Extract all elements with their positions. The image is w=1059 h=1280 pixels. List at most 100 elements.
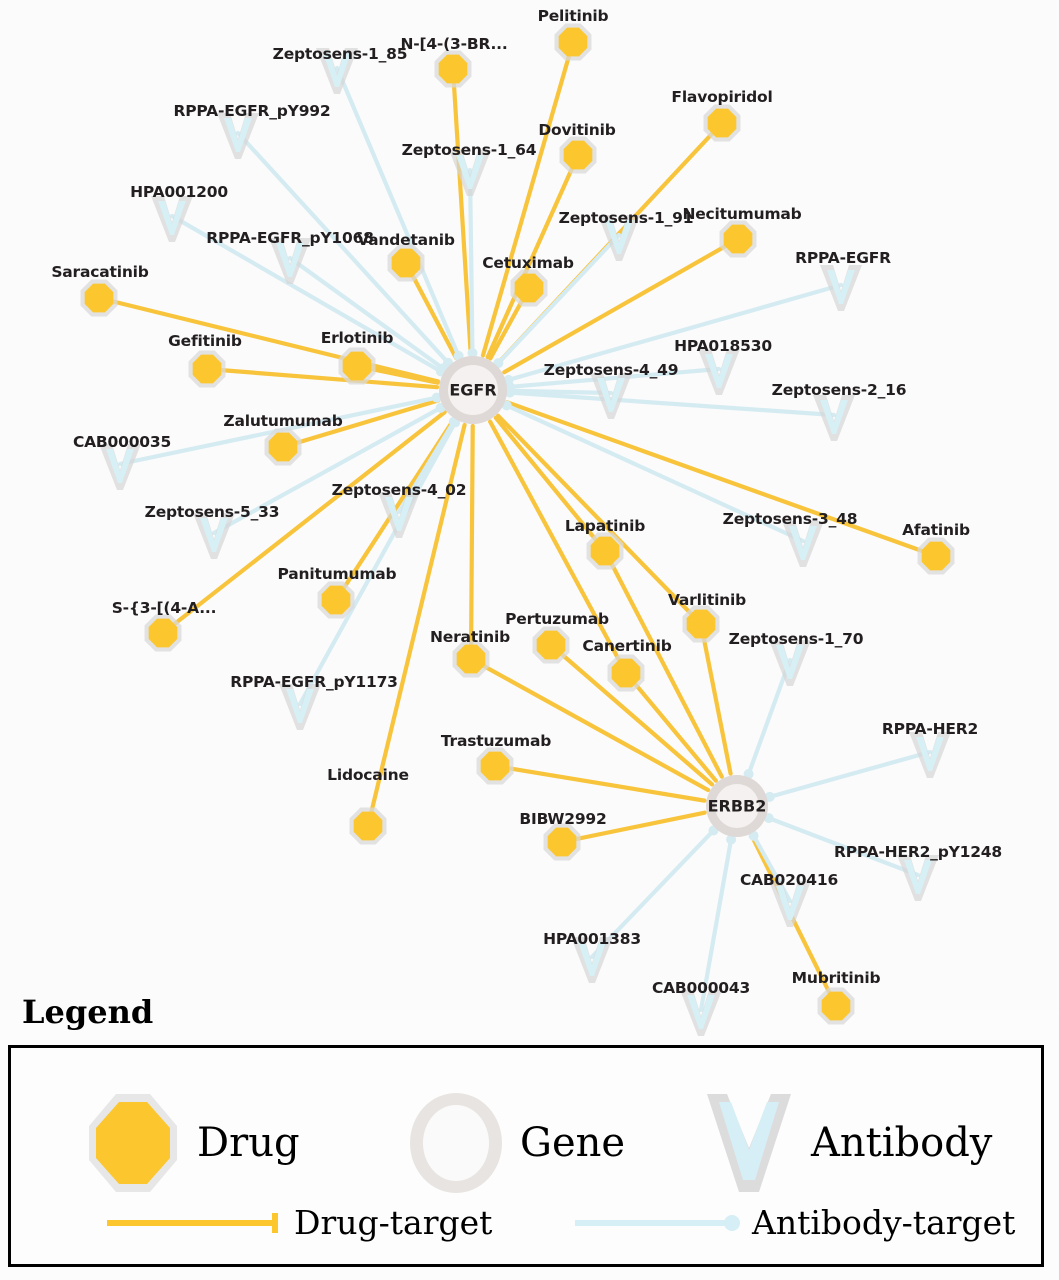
drug-node[interactable] [532, 626, 570, 664]
antibody-node-halo [598, 215, 640, 261]
legend-drug-label: Drug [197, 1120, 300, 1166]
antibody-node[interactable] [698, 349, 740, 395]
antibody-node-shape [605, 220, 633, 254]
drug-node[interactable] [917, 537, 955, 575]
gene-node[interactable] [439, 356, 507, 424]
antibody-node[interactable] [193, 513, 235, 559]
drug-target-edge [468, 656, 711, 793]
antibody-node-halo [449, 150, 491, 196]
legend-shape-drug: Drug [83, 1088, 300, 1198]
drug-target-edge [548, 642, 715, 787]
drug-node[interactable] [338, 347, 376, 385]
antibody-edge-endpoint [504, 387, 515, 398]
drug-target-edge [559, 810, 707, 845]
drug-node-shape [611, 658, 641, 688]
antibody-node[interactable] [782, 521, 824, 567]
antibody-node-halo [316, 48, 358, 94]
drug-node-shape [514, 273, 544, 303]
antibody-node[interactable] [590, 373, 632, 419]
legend-drug-target-label: Drug-target [294, 1203, 493, 1242]
drug-target-edge [488, 419, 629, 676]
antibody-node[interactable] [449, 150, 491, 196]
antibody-node-halo [909, 732, 951, 778]
antibody-edge-endpoint [431, 392, 442, 403]
drug-node-shape [438, 54, 468, 84]
antibody-node-halo [769, 640, 811, 686]
drug-node-shape [821, 991, 851, 1021]
gene-circle-icon [410, 1093, 502, 1193]
antibody-node-shape [276, 243, 304, 277]
drug-node[interactable] [682, 605, 720, 643]
drug-node[interactable] [80, 279, 118, 317]
antibody-node[interactable] [269, 238, 311, 284]
antibody-node-shape [776, 886, 804, 920]
drug-node[interactable] [387, 244, 425, 282]
drug-target-edge [280, 398, 441, 450]
drug-node[interactable] [452, 640, 490, 678]
antibody-target-edge [287, 255, 446, 372]
drug-node[interactable] [719, 220, 757, 258]
drug-node[interactable] [559, 136, 597, 174]
drug-node[interactable] [586, 532, 624, 570]
drug-node-shape [707, 108, 737, 138]
antibody-node[interactable] [897, 855, 939, 901]
antibody-node-shape [904, 860, 932, 894]
drug-node[interactable] [817, 987, 855, 1025]
antibody-node-shape [687, 995, 715, 1029]
antibody-node[interactable] [598, 215, 640, 261]
drug-node[interactable] [349, 807, 387, 845]
drug-node[interactable] [144, 614, 182, 652]
drug-node-shape [321, 585, 351, 615]
antibody-node[interactable] [217, 113, 259, 159]
antibody-node[interactable] [378, 492, 420, 538]
antibody-node-shape [385, 497, 413, 531]
antibody-node-halo [820, 265, 862, 311]
legend-shape-antibody: Antibody [701, 1088, 992, 1198]
antibody-node[interactable] [909, 732, 951, 778]
drug-node[interactable] [543, 823, 581, 861]
antibody-target-edge [506, 366, 722, 390]
legend-shape-gene: Gene [406, 1088, 625, 1198]
drug-target-edge [365, 422, 467, 829]
gene-node[interactable] [706, 775, 768, 837]
drug-node[interactable] [188, 350, 226, 388]
antibody-target-edge [235, 130, 451, 366]
drug-node[interactable] [317, 581, 355, 619]
antibody-node-shape [827, 270, 855, 304]
antibody-node[interactable] [769, 640, 811, 686]
antibody-node[interactable] [680, 990, 722, 1036]
antibody-node[interactable] [151, 196, 193, 242]
drug-node[interactable] [476, 747, 514, 785]
antibody-node[interactable] [813, 395, 855, 441]
antibody-node[interactable] [820, 265, 862, 311]
antibody-target-edge [746, 657, 793, 778]
antibody-node-shape [578, 942, 606, 976]
antibody-node[interactable] [279, 684, 321, 730]
antibody-node[interactable] [571, 937, 613, 983]
legend-box: Drug Gene Antibody Drug-target [8, 1045, 1044, 1267]
drug-node[interactable] [607, 654, 645, 692]
antibody-node-shape [705, 354, 733, 388]
drug-node[interactable] [434, 50, 472, 88]
drug-target-edge [480, 39, 576, 358]
antibody-node[interactable] [769, 881, 811, 927]
drug-target-edge [450, 66, 473, 357]
legend-antibody-label: Antibody [811, 1120, 993, 1166]
drug-node[interactable] [264, 428, 302, 466]
antibody-node[interactable] [316, 48, 358, 94]
gene-node-label: EGFR [449, 380, 497, 400]
antibody-target-edge [698, 836, 734, 1013]
network-graph: N-[4-(3-BR... Pelitinib Flavopiridol Doviti… [51, 7, 1003, 1036]
drug-node[interactable] [703, 104, 741, 142]
antibody-node-shape [224, 118, 252, 152]
drug-target-edge [96, 295, 441, 384]
drug-node[interactable] [510, 269, 548, 307]
antibody-node-shape [789, 526, 817, 560]
drug-target-edge-icon [107, 1212, 278, 1233]
drug-node[interactable] [554, 23, 592, 61]
antibody-target-edge [506, 390, 837, 418]
antibody-node-shape [158, 201, 186, 235]
antibody-node[interactable] [99, 444, 141, 490]
legend-title: Legend [22, 993, 154, 1031]
gene-node-core [448, 365, 498, 415]
